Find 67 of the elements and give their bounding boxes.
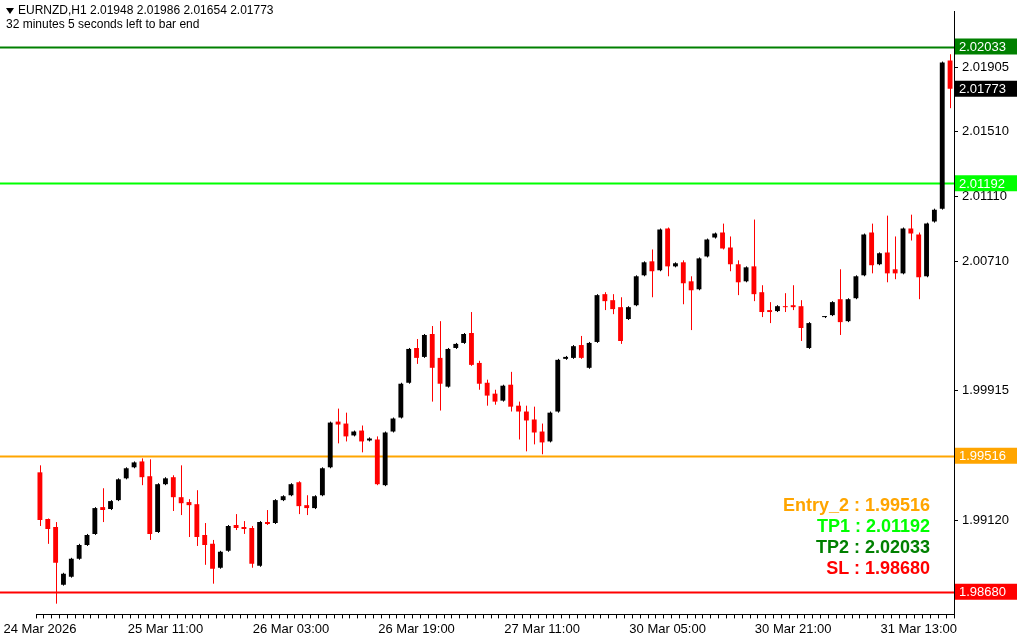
x-tick-label: 27 Mar 11:00 xyxy=(504,620,580,636)
x-tick-label: 24 Mar 2026 xyxy=(3,620,77,636)
candlestick xyxy=(115,477,121,502)
annotation: TP1 : 2.01192 xyxy=(816,516,930,537)
candlestick xyxy=(884,215,890,283)
candlestick xyxy=(892,235,898,280)
candlestick xyxy=(727,235,733,272)
candlestick xyxy=(335,408,341,444)
ref-line-label: 1.99516 xyxy=(959,448,1006,464)
candlestick xyxy=(139,457,145,486)
candlestick xyxy=(837,268,843,336)
chart-title: EURNZD,H1 2.01948 2.01986 2.01654 2.01773 xyxy=(18,3,274,17)
candlestick xyxy=(853,274,859,300)
candlestick xyxy=(516,401,521,440)
candlestick xyxy=(178,464,184,516)
ref-line-label: 1.98680 xyxy=(959,584,1006,600)
x-tick-label: 31 Mar 13:00 xyxy=(880,620,957,636)
text: 32 minutes 5 seconds left to bar end xyxy=(6,17,201,31)
candlestick xyxy=(782,292,788,313)
candlestick xyxy=(680,259,686,305)
y-tick-label: 2.01905 xyxy=(962,58,1009,74)
x-tick-label: 25 Mar 11:00 xyxy=(127,620,204,636)
candlestick xyxy=(649,248,655,298)
y-tick-label: 1.99915 xyxy=(962,382,1009,398)
candlestick xyxy=(845,297,851,323)
y-tick-label: 2.01110 xyxy=(962,188,1008,204)
x-tick-label: 30 Mar 05:00 xyxy=(629,620,706,636)
candlestick xyxy=(759,284,765,318)
candlestick xyxy=(202,522,208,566)
candlestick xyxy=(296,480,302,515)
candlestick xyxy=(45,517,51,545)
candlestick xyxy=(704,238,710,258)
candlestick xyxy=(578,335,584,360)
candlestick xyxy=(531,406,537,445)
candlestick xyxy=(476,360,482,391)
candlestick xyxy=(735,259,741,296)
candlestick xyxy=(790,284,796,311)
candlestick xyxy=(720,223,725,250)
candlestick xyxy=(68,557,74,579)
candlestick xyxy=(100,487,106,523)
candlestick xyxy=(414,338,419,365)
annotation: SL : 1.98680 xyxy=(826,558,930,579)
x-tick-label: 26 Mar 19:00 xyxy=(378,620,455,636)
candlestick xyxy=(523,405,529,452)
x-tick-label: 30 Mar 21:00 xyxy=(754,620,832,636)
x-tick-label: 26 Mar 03:00 xyxy=(252,620,330,636)
candlestick xyxy=(610,293,616,315)
candlestick xyxy=(272,498,278,525)
candlestick xyxy=(421,333,427,359)
text: 2.01773 xyxy=(959,81,1006,97)
y-tick-label: 1.99120 xyxy=(962,511,1009,527)
candlestick xyxy=(359,425,365,453)
y-tick-label: 2.00710 xyxy=(962,253,1009,269)
y-tick-label: 2.01510 xyxy=(962,123,1009,139)
candlestick xyxy=(508,371,514,413)
annotation: TP2 : 2.02033 xyxy=(815,537,930,558)
ref-line-label: 2.01192 xyxy=(959,175,1006,191)
candlestick xyxy=(170,474,176,512)
candlestick xyxy=(688,275,694,331)
candlestick xyxy=(767,301,773,324)
candlestick xyxy=(484,379,490,407)
annotation: Entry_2 : 1.99516 xyxy=(782,495,930,516)
candlestick xyxy=(539,423,545,455)
candlestick xyxy=(908,214,914,242)
candlestick xyxy=(343,412,349,442)
ref-line-label: 2.02033 xyxy=(959,39,1006,55)
candlestick xyxy=(304,494,310,516)
